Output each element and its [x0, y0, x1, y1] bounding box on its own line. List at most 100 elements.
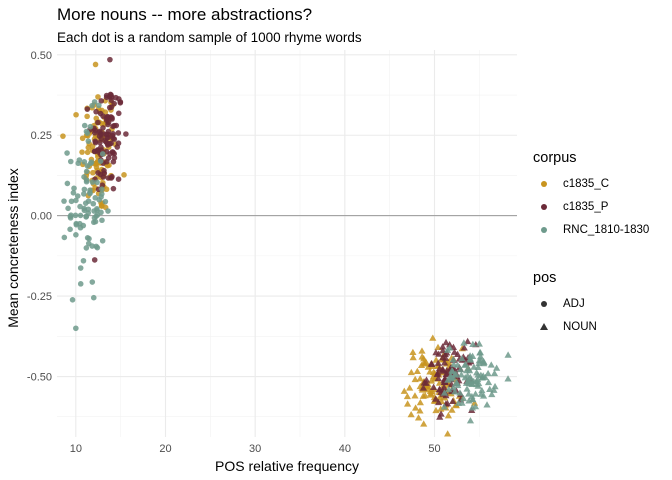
data-point	[98, 131, 104, 137]
data-point	[437, 405, 445, 412]
data-point	[418, 347, 426, 354]
data-point	[90, 169, 96, 176]
legend-item-noun: NOUN	[533, 315, 597, 338]
y-tick-label: 0.25	[31, 130, 52, 142]
data-point	[87, 187, 93, 193]
data-point	[442, 370, 450, 377]
data-point	[92, 138, 98, 145]
data-point	[92, 148, 98, 155]
data-point	[462, 361, 470, 368]
legend-c1835-p-swatch	[541, 203, 547, 210]
data-point	[83, 177, 90, 183]
data-point	[469, 340, 477, 348]
data-point	[89, 279, 96, 285]
data-point	[91, 208, 97, 214]
legend-item-c1835-p: c1835_P	[533, 195, 649, 218]
data-point	[504, 375, 512, 382]
data-point	[458, 399, 466, 406]
data-point	[84, 106, 91, 112]
data-point	[432, 395, 440, 402]
data-point	[105, 175, 112, 181]
y-tick-label: 0.00	[31, 211, 52, 223]
data-point	[77, 265, 84, 271]
data-point	[61, 234, 68, 241]
data-point	[420, 359, 428, 366]
data-point	[475, 340, 483, 347]
data-point	[416, 375, 424, 382]
data-point	[463, 385, 471, 392]
data-point	[67, 158, 74, 165]
data-point	[424, 383, 432, 390]
data-point	[99, 151, 106, 157]
data-point	[411, 375, 419, 383]
data-point	[474, 382, 482, 389]
y-tick-label: -0.50	[27, 372, 52, 384]
data-point	[473, 369, 481, 376]
data-point	[456, 389, 464, 396]
data-point	[468, 404, 477, 411]
data-point	[98, 135, 105, 142]
data-point	[84, 235, 91, 241]
data-point	[434, 369, 442, 376]
data-point	[88, 159, 95, 165]
legend-noun-triangle-icon	[540, 323, 548, 330]
data-point	[424, 363, 432, 370]
data-point	[108, 140, 114, 147]
data-point	[444, 430, 452, 437]
data-point	[82, 200, 89, 206]
data-point	[435, 350, 443, 357]
data-point	[77, 212, 84, 219]
data-point	[90, 200, 97, 207]
data-point	[400, 387, 408, 394]
data-point	[89, 102, 95, 109]
data-point	[91, 219, 97, 226]
data-point	[98, 209, 104, 216]
data-point	[406, 384, 414, 391]
data-point	[99, 237, 106, 244]
legend-adj-circle-icon	[541, 300, 547, 307]
data-point	[110, 123, 116, 130]
data-point	[440, 389, 449, 396]
data-point	[411, 404, 420, 411]
data-point	[101, 167, 107, 174]
legend-rnc-label: RNC_1810-1830	[563, 223, 650, 236]
data-point	[97, 158, 104, 164]
y-tick-label: 0.50	[31, 50, 52, 62]
data-point	[445, 385, 453, 393]
data-point	[454, 381, 462, 389]
data-point	[465, 367, 474, 374]
data-point	[504, 351, 512, 358]
data-point	[420, 355, 428, 362]
chart-title: More nouns -- more abstractions?	[57, 5, 313, 24]
legend-item-rnc: RNC_1810-1830	[533, 218, 649, 241]
data-point	[462, 379, 471, 386]
legend-pos: pos ADJ NOUN	[533, 270, 597, 338]
data-point	[476, 353, 485, 360]
data-point	[456, 365, 465, 373]
data-point	[460, 344, 468, 351]
data-point	[84, 149, 91, 156]
data-point	[469, 395, 477, 403]
data-point	[461, 374, 469, 381]
data-point	[466, 373, 474, 381]
data-point	[459, 394, 468, 402]
data-point	[409, 348, 417, 355]
data-point	[77, 224, 84, 231]
data-point	[84, 113, 90, 120]
x-tick-label: 10	[70, 443, 82, 455]
data-point	[434, 398, 443, 406]
data-point	[471, 390, 480, 397]
data-point	[91, 257, 98, 263]
data-point	[490, 369, 499, 377]
data-point	[98, 98, 105, 104]
data-point	[443, 346, 452, 353]
data-point	[407, 411, 415, 418]
data-point	[440, 403, 448, 410]
data-point	[81, 159, 88, 165]
data-point	[81, 191, 87, 197]
data-point	[487, 361, 495, 368]
data-point	[75, 160, 82, 167]
x-axis-title: POS relative frequency	[215, 458, 359, 474]
data-point	[416, 407, 424, 414]
